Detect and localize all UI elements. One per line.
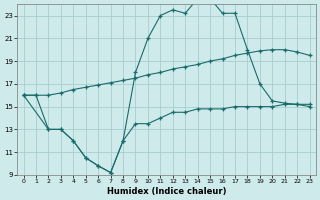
X-axis label: Humidex (Indice chaleur): Humidex (Indice chaleur): [107, 187, 226, 196]
